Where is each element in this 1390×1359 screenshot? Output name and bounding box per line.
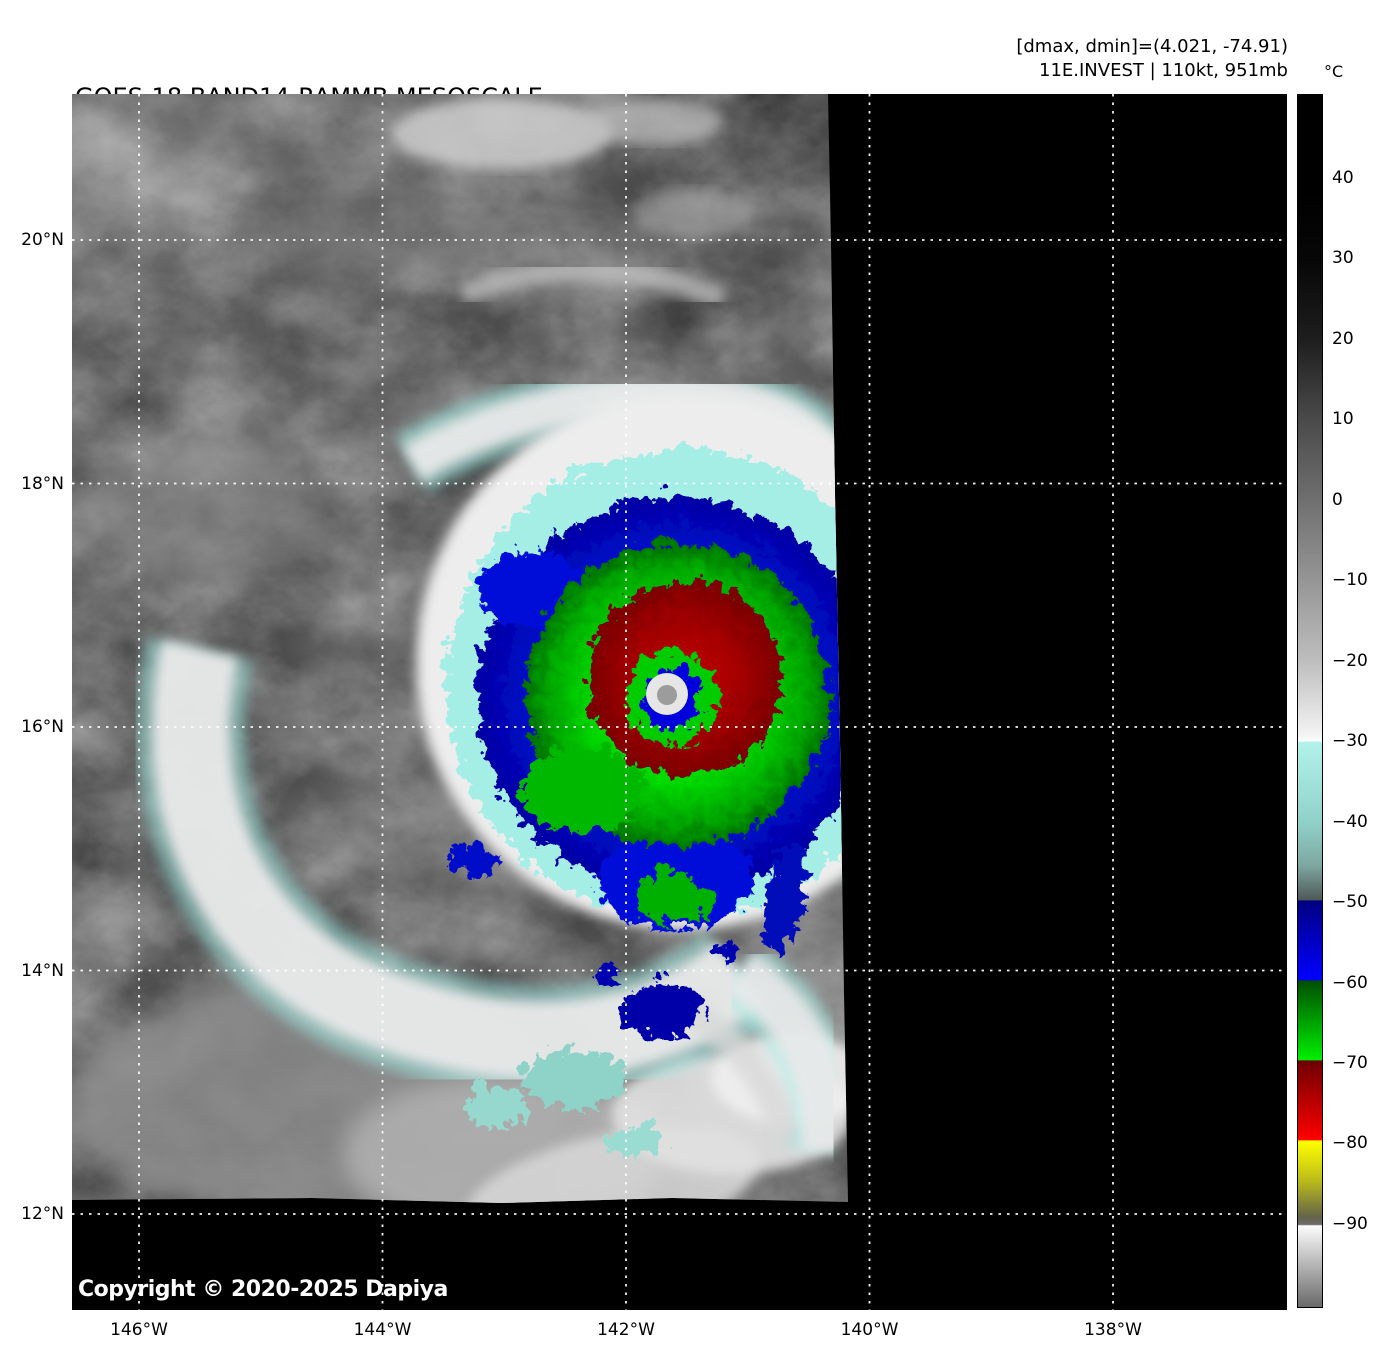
colorbar-tick-label: −90 (1332, 1213, 1368, 1234)
lon-tick-label: 142°W (597, 1320, 655, 1340)
lon-tick-label: 140°W (840, 1320, 899, 1340)
colorbar-tick-label: 10 (1332, 409, 1354, 430)
colorbar-tick-label: −80 (1332, 1133, 1368, 1154)
colorbar-tick-label: −70 (1332, 1052, 1368, 1073)
colorbar-tick-label: 30 (1332, 248, 1354, 269)
satellite-map-svg (72, 94, 1287, 1310)
lat-tick-label: 16°N (21, 717, 64, 737)
copyright-watermark: Copyright © 2020-2025 Dapiya (78, 1277, 448, 1302)
graticule (72, 94, 1287, 1310)
south-cold-patches (441, 841, 734, 1152)
colorbar-tick-label: −30 (1332, 731, 1368, 752)
colorbar-tick-label: −50 (1332, 892, 1368, 913)
colorbar-tick-label: 20 (1332, 328, 1354, 349)
colorbar-tick-label: −20 (1332, 650, 1368, 671)
colorbar-unit-label: °C (1324, 62, 1344, 81)
map-plot (72, 94, 1287, 1310)
lon-tick-label: 138°W (1084, 1320, 1142, 1340)
lon-tick-label: 146°W (110, 1320, 168, 1340)
lat-tick-label: 18°N (21, 473, 64, 494)
lat-tick-label: 14°N (21, 960, 64, 981)
annotation-block: [dmax, dmin]=(4.021, -74.91) 11E.INVEST … (1016, 35, 1288, 83)
colorbar-tick-label: 0 (1332, 489, 1343, 510)
colorbar-tick-label: 40 (1332, 168, 1354, 188)
temperature-colorbar (1297, 94, 1323, 1308)
colorbar-tick-label: −10 (1332, 570, 1368, 591)
lat-tick-label: 12°N (21, 1204, 64, 1224)
satellite-imagery (72, 94, 848, 1203)
lon-tick-label: 144°W (353, 1320, 412, 1340)
colorbar-tick-label: −60 (1332, 972, 1368, 993)
dmax-dmin-readout: [dmax, dmin]=(4.021, -74.91) (1016, 36, 1288, 57)
colorbar-tick-label: −40 (1332, 811, 1368, 832)
storm-info-readout: 11E.INVEST | 110kt, 951mb (1039, 60, 1288, 81)
lat-tick-label: 20°N (21, 230, 64, 250)
hurricane-eye-center (657, 685, 677, 705)
